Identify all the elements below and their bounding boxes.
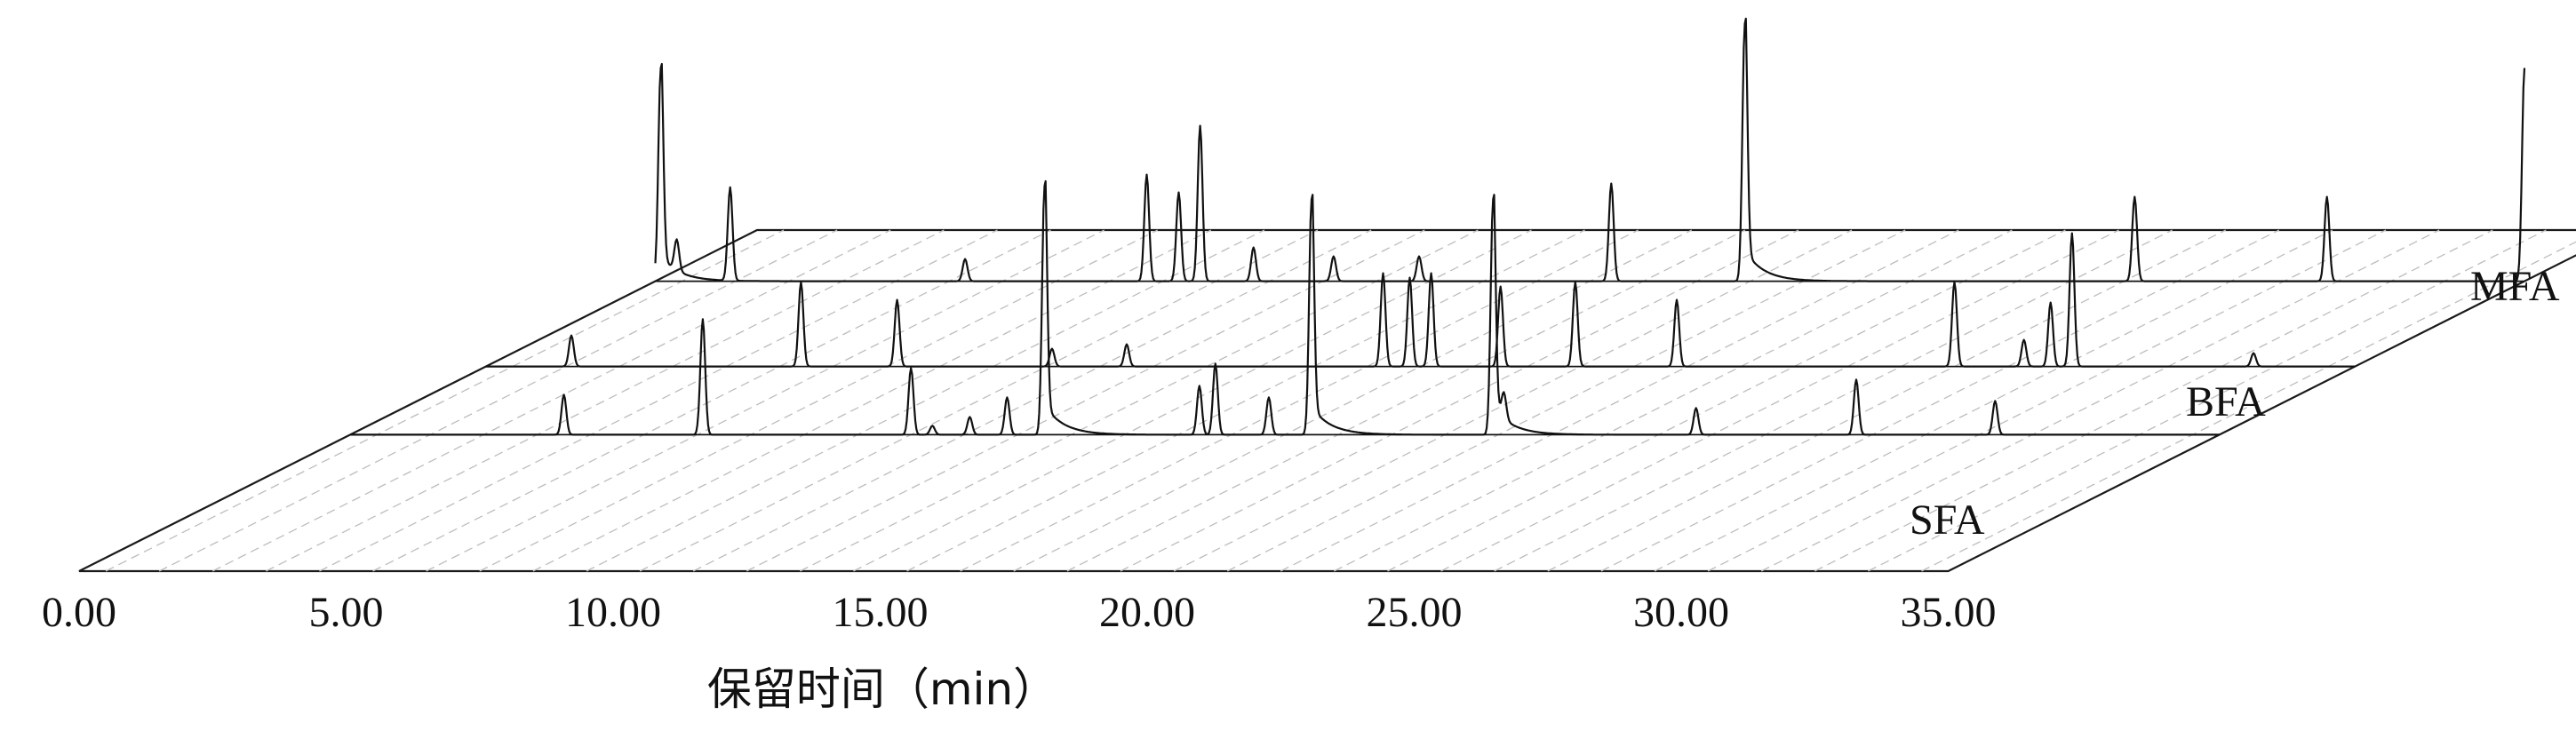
trace-mfa (654, 17, 2526, 282)
plane-hatch-line (1440, 229, 2119, 572)
plane-hatch-line (746, 229, 1425, 572)
plane-hatch-line (158, 229, 838, 572)
plane-hatch-line (1707, 229, 2387, 572)
plane-hatch-line (1173, 229, 1853, 572)
series-label-sfa: SFA (1910, 497, 1985, 544)
x-tick-label: 0.00 (42, 589, 116, 636)
plane-hatch-line (1600, 229, 2280, 572)
plane-hatch-line (372, 229, 1051, 572)
series-label-mfa: MFA (2470, 263, 2560, 310)
baseline-planes (78, 228, 2576, 573)
plane-hatch-line (800, 229, 1479, 572)
plane-hatch-line (426, 229, 1105, 572)
plane-hatch-line (1654, 229, 2333, 572)
plane-hatch-line (1280, 229, 1959, 572)
plane-hatch-line (1760, 229, 2440, 572)
x-tick-label: 20.00 (1099, 589, 1195, 636)
plane-hatch-line (1387, 229, 2066, 572)
plane-hatch-line (1334, 229, 2013, 572)
series-label-bfa: BFA (2186, 378, 2266, 425)
plane-hatch-line (960, 229, 1639, 572)
x-tick-label: 35.00 (1901, 589, 1997, 636)
x-tick-label: 15.00 (833, 589, 929, 636)
plane-hatch-line (906, 229, 1585, 572)
x-tick-label: 30.00 (1633, 589, 1729, 636)
plane-hatch-line (1226, 229, 1906, 572)
trace-sfa (350, 179, 2220, 436)
plane-hatch-line (1814, 229, 2493, 572)
x-axis-ticks: 0.00 5.00 10.00 15.00 20.00 25.00 30.00 35.00 (42, 589, 1997, 636)
plane-hatch-line (1921, 241, 2576, 572)
plane-hatch-line (692, 229, 1372, 572)
x-tick-label: 10.00 (565, 589, 661, 636)
plane-hatch-line (532, 229, 1212, 572)
plane-hatch-line (319, 229, 998, 572)
plane-hatch-line (853, 229, 1532, 572)
plane-hatch-line (1547, 229, 2227, 572)
series-labels: SFA BFA MFA (1910, 263, 2560, 544)
plane-hatch-line (1066, 229, 1746, 572)
plane-hatch-line (1013, 229, 1693, 572)
plane-hatch-line (105, 229, 785, 572)
plane-hatch-line (586, 229, 1265, 572)
plane-outline (78, 228, 2576, 573)
x-tick-label: 5.00 (309, 589, 384, 636)
plane-hatch-line (479, 229, 1159, 572)
plane-hatch-line (1120, 229, 1799, 572)
plane-hatch-line (639, 229, 1319, 572)
plane-hatch-line (211, 229, 891, 572)
x-axis-title: 保留时间（min） (707, 664, 1057, 715)
plane-hatch-line (1494, 229, 2173, 572)
plane-hatch-line (1868, 229, 2547, 572)
chromatogram-traces (350, 17, 2526, 436)
plane-hatch-line (266, 229, 945, 572)
x-tick-label: 25.00 (1367, 589, 1463, 636)
